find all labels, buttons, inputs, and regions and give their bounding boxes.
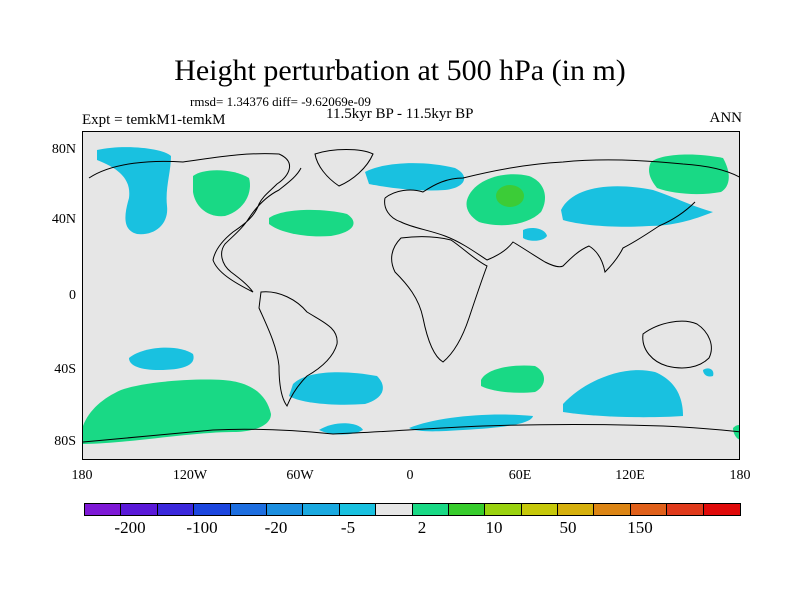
lat-label-80n: 80N <box>51 142 76 157</box>
lat-label-80s: 80S <box>54 434 76 449</box>
negative-region-east-asia <box>561 186 713 227</box>
coastline-north-america <box>88 153 302 293</box>
colorbar-label: 2 <box>417 518 427 537</box>
coastlines <box>83 149 739 443</box>
colorbar-label: -200 <box>114 518 146 537</box>
lon-label-120e: 120E <box>615 468 645 483</box>
colorbar <box>84 503 741 516</box>
positive-region-north-pacific <box>649 154 729 195</box>
lon-label-60w: 60W <box>286 468 314 483</box>
colorbar-cell <box>667 504 704 515</box>
positive-region-north-america <box>193 170 250 217</box>
negative-region-nw-pacific <box>97 147 171 235</box>
negative-anomaly-regions <box>97 147 714 435</box>
positive-region-southern-ocean-west <box>83 379 271 444</box>
coastline-africa <box>391 236 488 363</box>
coastline-australia <box>642 320 712 369</box>
colorbar-cell <box>703 504 741 515</box>
plot-title: Height perturbation at 500 hPa (in m) <box>174 54 626 87</box>
colorbar-cell <box>121 504 158 515</box>
colorbar-label: -20 <box>264 518 288 537</box>
negative-region-south-pacific <box>129 347 194 370</box>
colorbar-cell <box>339 504 377 515</box>
negative-region-southern-ocean-2 <box>409 414 533 432</box>
colorbar-label: -5 <box>340 518 356 537</box>
colorbar-cell <box>85 504 122 515</box>
period-label: 11.5kyr BP - 11.5kyr BP <box>326 106 474 122</box>
lon-label-0: 0 <box>406 468 414 483</box>
season-label: ANN <box>709 110 743 126</box>
lon-label-120w: 120W <box>172 468 208 483</box>
colorbar-label: 50 <box>559 518 577 537</box>
colorbar-cell <box>630 504 668 515</box>
coastline-south-america <box>258 291 338 408</box>
colorbar-cell <box>230 504 267 515</box>
experiment-label: Expt = temkM1-temkM <box>82 112 226 128</box>
lat-label-40s: 40S <box>54 362 76 377</box>
coastline-greenland <box>314 149 374 187</box>
colorbar-cell <box>412 504 449 515</box>
colorbar-cell <box>448 504 486 515</box>
map-panel <box>82 131 740 460</box>
colorbar-cell <box>266 504 304 515</box>
colorbar-cell <box>594 504 631 515</box>
coastline-antarctica <box>83 424 739 443</box>
positive-region-antarctic-east <box>733 425 739 440</box>
negative-region-south-indian <box>563 370 683 418</box>
colorbar-cell <box>157 504 195 515</box>
lat-label-0: 0 <box>69 288 76 303</box>
rmsd-diff-stats: rmsd= 1.34376 diff= -9.62069e-09 <box>190 94 371 109</box>
colorbar-cell <box>194 504 231 515</box>
negative-region-south-atlantic <box>289 372 383 405</box>
lat-label-40n: 40N <box>51 212 76 227</box>
map-canvas <box>83 147 739 444</box>
lon-label-180e: 180 <box>729 468 751 483</box>
positive-anomaly-regions <box>83 154 739 444</box>
negative-region-australia-small <box>703 368 714 377</box>
positive-region-south-africa <box>481 365 544 393</box>
positive-core-eastern-europe <box>496 185 524 207</box>
negative-region-southern-ocean-1 <box>319 423 363 435</box>
colorbar-cell <box>521 504 559 515</box>
negative-region-north-atlantic <box>365 163 465 191</box>
colorbar-label: 150 <box>627 518 653 537</box>
coastline-europe-asia <box>384 159 739 274</box>
positive-region-western-atlantic <box>269 209 354 237</box>
lon-label-180w: 180 <box>71 468 93 483</box>
colorbar-cell <box>303 504 340 515</box>
negative-region-central-asia-small <box>523 228 547 241</box>
colorbar-cell <box>376 504 413 515</box>
colorbar-label: 10 <box>485 518 503 537</box>
lon-label-60e: 60E <box>508 468 532 483</box>
colorbar-cell <box>558 504 595 515</box>
colorbar-label: -100 <box>186 518 218 537</box>
colorbar-cell <box>485 504 522 515</box>
